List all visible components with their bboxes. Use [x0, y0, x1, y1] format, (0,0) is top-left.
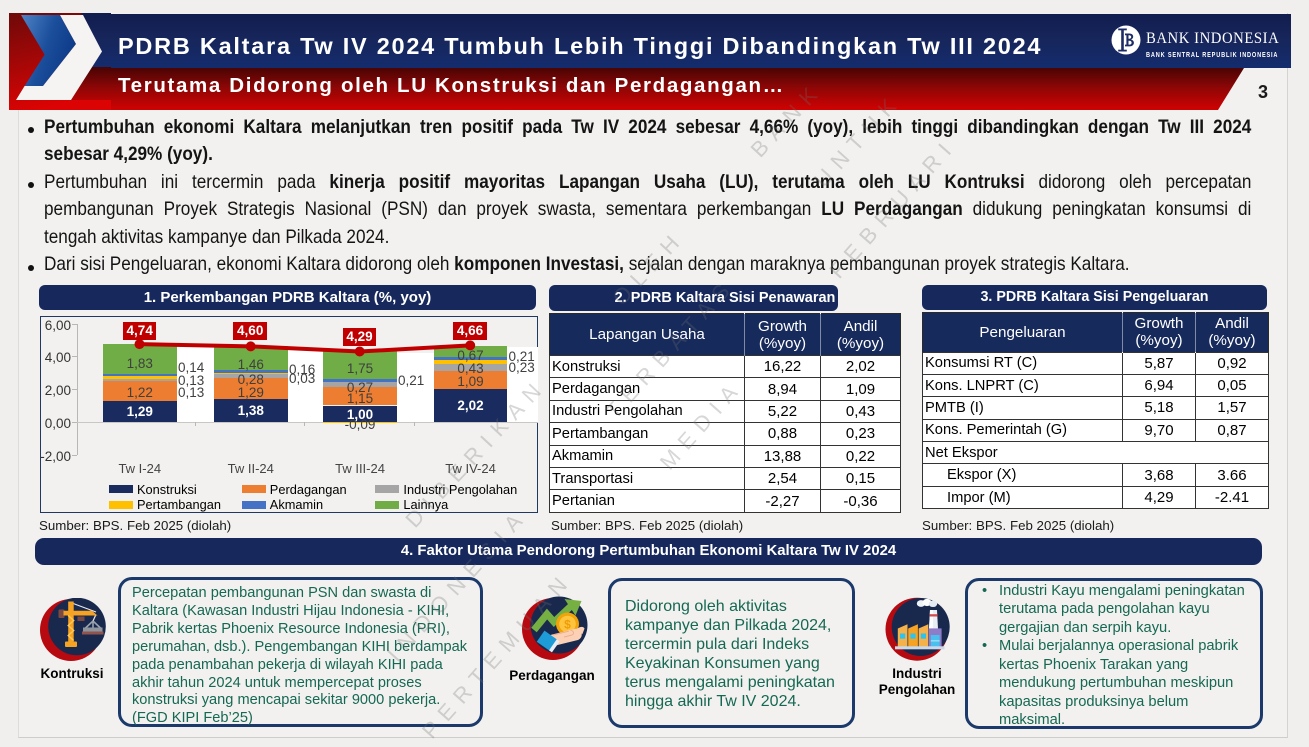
svg-text:$: $: [564, 618, 571, 632]
